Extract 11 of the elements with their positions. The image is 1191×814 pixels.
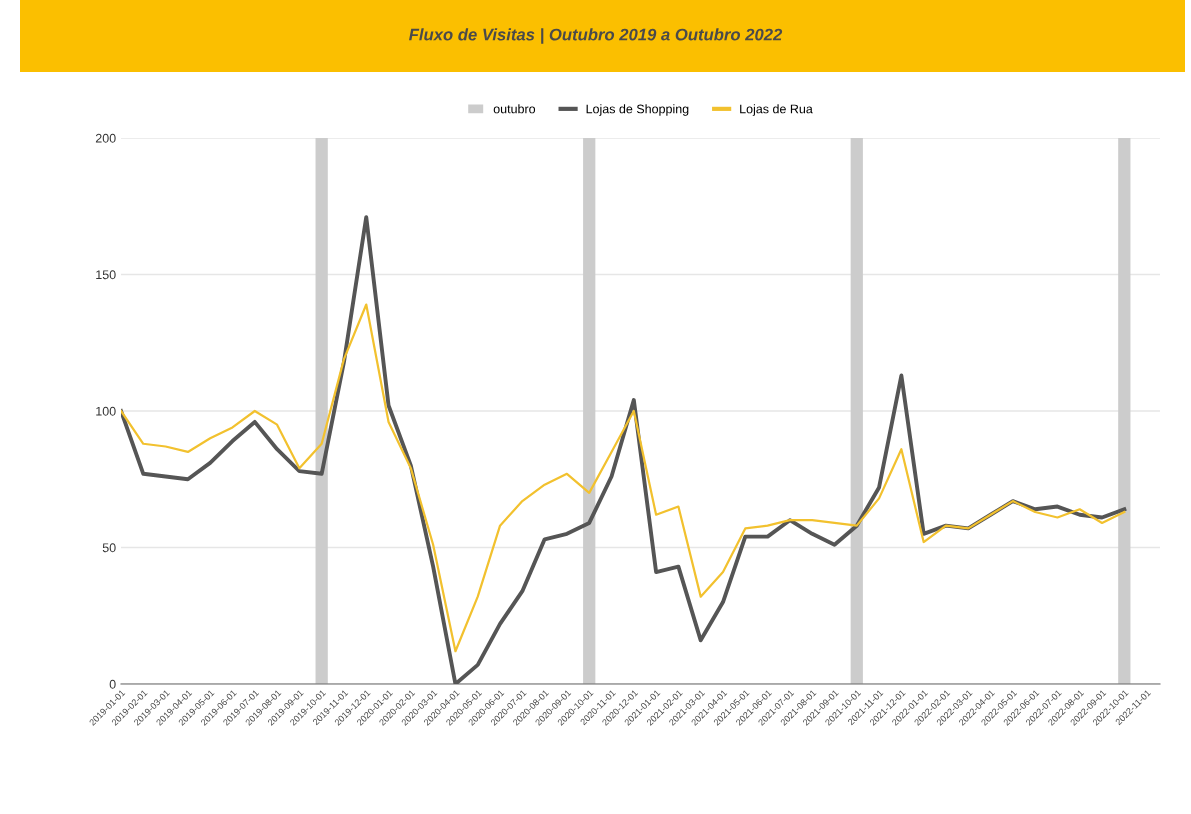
line-series [121,215,1127,684]
y-tick-label: 150 [96,270,116,280]
y-tick-label: 100 [96,406,116,416]
chart-title: Fluxo de Visitas | Outubro 2019 a Outubro 2022 [409,28,783,44]
y-tick-label: 0 [109,679,116,689]
legend-label: Lojas de Rua [740,104,813,116]
legend-label: outubro [493,104,536,114]
y-tick-label: 200 [95,133,116,143]
line-series [121,303,1126,653]
legend-label: Lojas de Shopping [586,104,689,116]
y-tick-label: 50 [102,543,116,553]
